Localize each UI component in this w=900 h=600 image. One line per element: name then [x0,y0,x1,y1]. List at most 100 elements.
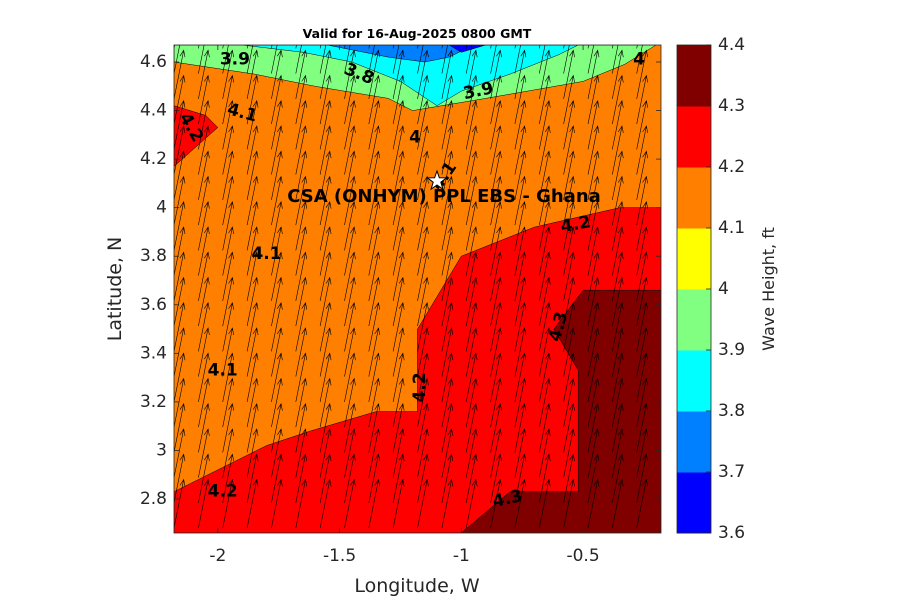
contour-region-6 [448,45,486,53]
wind-arrow [222,403,234,453]
wind-arrow [246,226,259,276]
wind-arrow [295,453,308,503]
wind-arrow [441,428,454,478]
wind-arrow [174,327,186,377]
wind-arrow [417,45,419,49]
wind-arrow [344,100,356,150]
wind-arrow [344,45,346,49]
wind-arrow [417,49,429,99]
wind-arrow [587,150,600,200]
wind-arrow [246,428,259,478]
colorbar-label: Wave Height, ft [759,227,778,351]
wind-arrow [612,352,624,402]
wind-arrow [319,201,332,251]
wind-arrow [490,201,502,251]
wind-arrow [417,201,429,251]
wind-arrow [514,352,527,402]
wind-arrow [587,428,600,478]
wind-arrow [636,45,638,49]
wind-arrow [563,201,575,251]
wind-arrow [344,251,356,301]
wind-arrow [198,226,210,276]
wind-arrow [514,74,527,125]
colorbar-tick-label: 4.1 [718,218,745,238]
wind-arrow [612,478,624,529]
wind-arrow [636,428,648,478]
wind-arrow [368,45,375,74]
wind-arrow [392,403,405,453]
wind-arrow [563,45,565,49]
wind-arrow [563,327,575,377]
wind-arrow [465,226,478,276]
wind-arrow [441,74,454,125]
wind-arrow [465,377,478,428]
wind-arrow [514,428,527,478]
y-tick-label: 3 [156,440,167,460]
wind-arrow [246,302,259,352]
wind-arrow [319,276,332,327]
wind-arrow [465,45,473,74]
wind-arrow [271,377,283,428]
wind-arrow [417,74,429,125]
wind-arrow [368,45,370,49]
wind-arrow [490,327,502,377]
wind-arrow [295,352,308,402]
wind-arrow [563,175,575,226]
contour-label: 4.1 [251,244,281,264]
wind-arrow [319,377,332,428]
wind-arrow [417,100,429,150]
wind-arrow [465,175,478,226]
wind-arrow [441,175,454,226]
wind-arrow [465,352,478,402]
wind-arrow [344,352,356,402]
wind-arrow [441,453,454,503]
wind-arrow [587,352,600,402]
wind-arrow [465,74,478,125]
wind-arrow [344,276,356,327]
wind-arrow [563,100,575,150]
wind-arrow [344,74,356,125]
wind-arrow [198,74,210,125]
wind-arrow [441,226,454,276]
contour-region-2 [174,105,219,167]
wind-arrow [441,100,454,150]
wind-arrow [295,100,308,150]
wind-arrow [563,45,570,74]
wind-arrow [490,428,502,478]
wind-arrow [587,74,600,125]
wind-arrow [246,201,259,251]
wind-arrow [563,49,575,99]
wind-arrow [392,377,405,428]
y-tick-label: 3.4 [140,343,167,363]
wind-arrow [490,453,502,503]
wind-arrow [344,377,356,428]
wind-arrow [417,251,429,301]
wind-arrow [539,125,551,175]
wind-arrow [441,251,454,301]
wind-arrow [246,377,259,428]
wind-arrow [612,403,624,453]
y-axis-ticks: 2.8 3 3.2 3.4 3.6 3.8 4 4.2 4.4 4.6 [140,52,661,509]
wind-arrow [612,453,624,503]
site-star-icon [426,169,448,191]
wind-arrow [198,100,210,150]
wind-arrow [295,201,308,251]
wind-arrow [636,453,648,503]
wind-arrow [612,74,624,125]
wind-arrow [514,478,527,529]
wind-arrow [174,175,186,226]
wind-arrow [271,49,283,99]
wind-arrow [246,74,259,125]
wind-arrow [271,352,283,402]
wind-arrow [319,453,332,503]
wind-arrow [174,226,186,276]
wind-arrow [222,302,234,352]
wind-arrow [271,226,283,276]
wind-arrow [441,201,454,251]
wind-arrow [174,45,181,74]
wind-arrow [174,478,186,529]
contour-label: 4.1 [208,360,238,380]
wind-arrow [295,403,308,453]
wind-arrow [271,125,283,175]
wind-arrow [319,175,332,226]
